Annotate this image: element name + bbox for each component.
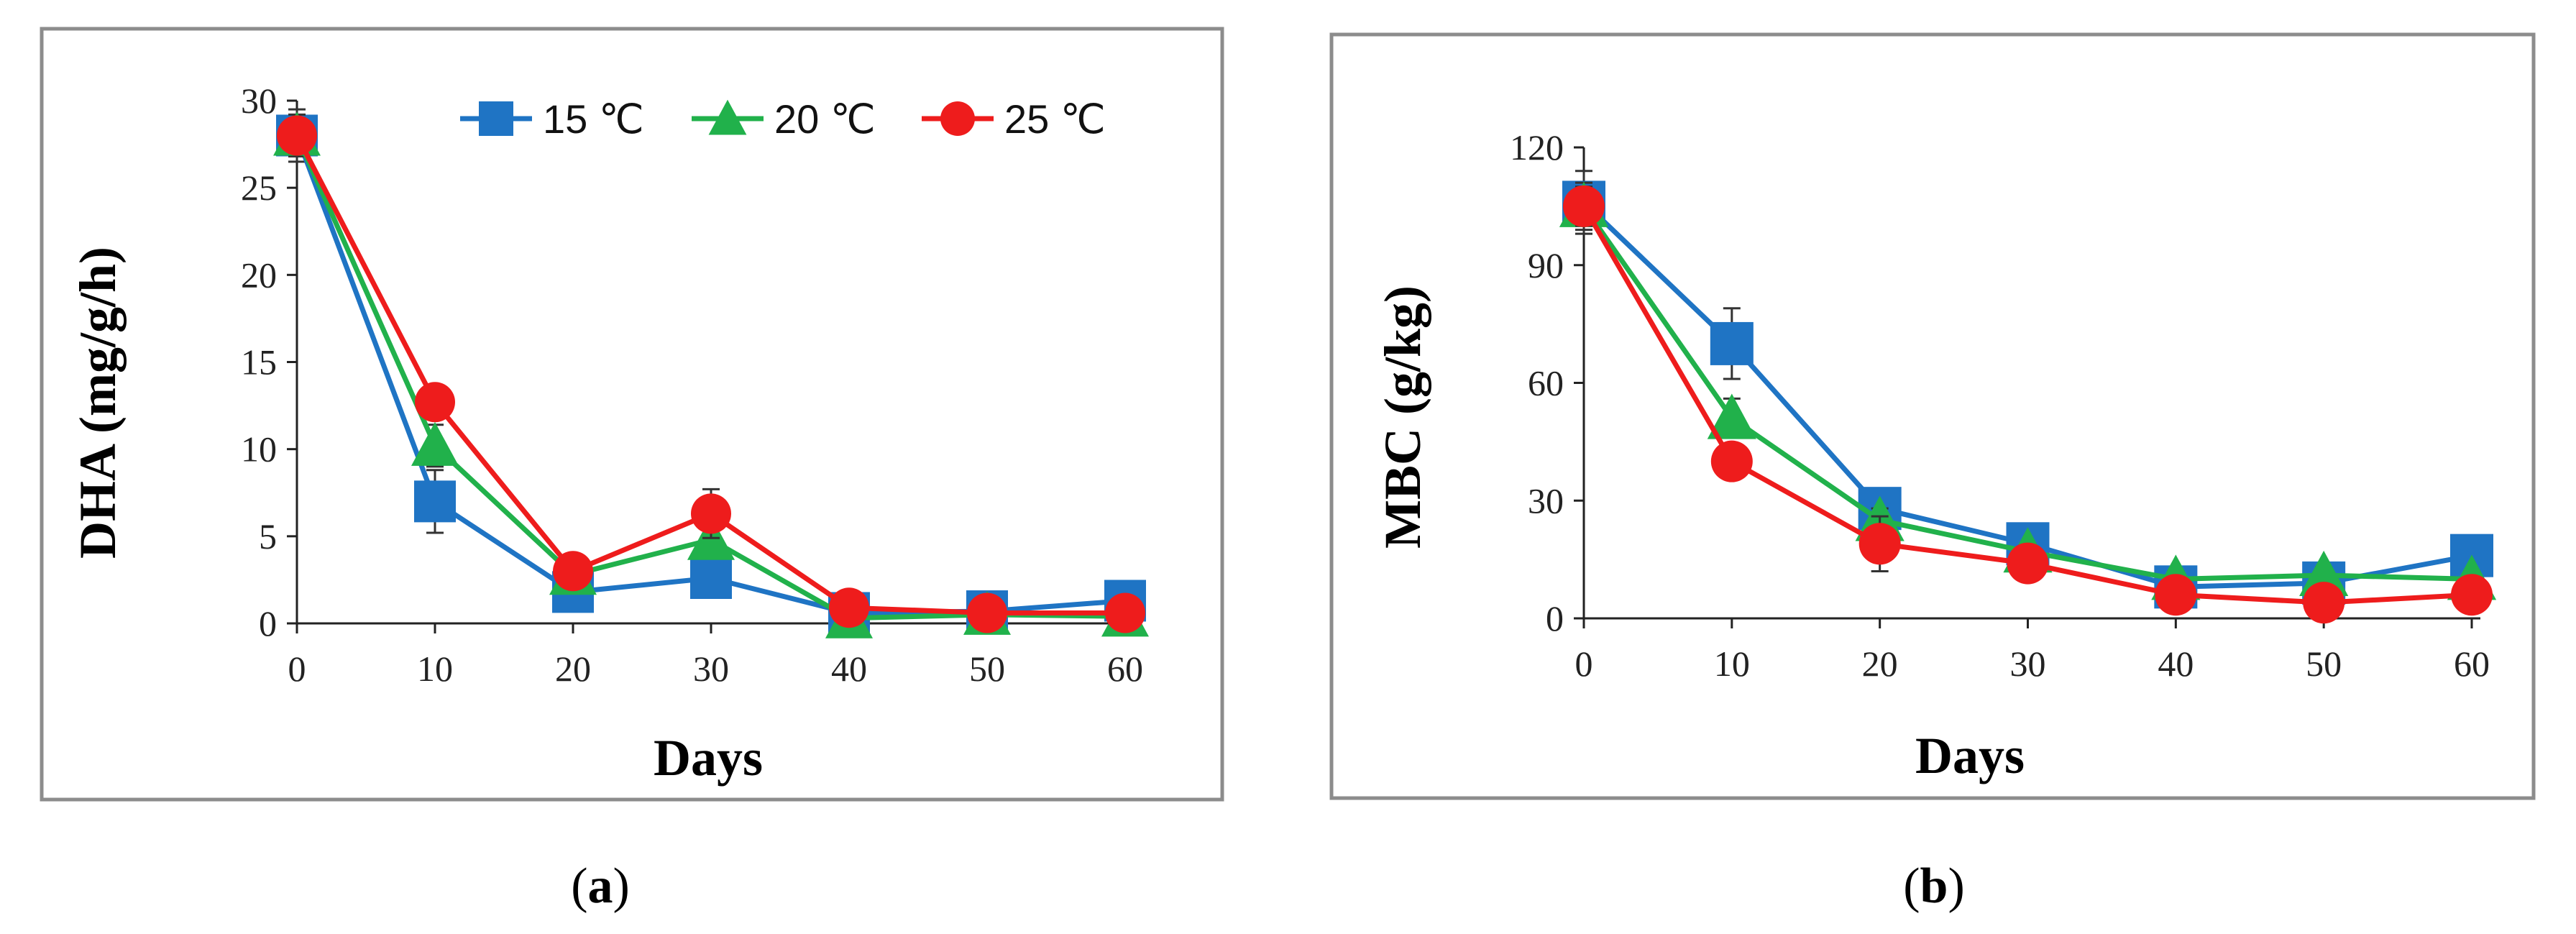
x-tick-label: 10 (417, 649, 453, 689)
x-tick-label: 50 (969, 649, 1005, 689)
x-tick-label: 50 (2306, 644, 2342, 684)
chart-dha: DHA (mg/g/h) Days 0 5 10 15 20 25 30 0 10 20 30 40 5… (69, 81, 1149, 787)
data-point (2451, 574, 2493, 616)
y-tick-label: 60 (1528, 363, 1564, 403)
y-tick-label: 90 (1528, 245, 1564, 285)
y-tick-label: 20 (241, 255, 277, 295)
x-tick-label: 40 (831, 649, 867, 689)
data-point (2303, 582, 2345, 624)
x-axis-label: Days (654, 729, 763, 787)
data-point (414, 480, 456, 523)
y-tick-label: 10 (241, 429, 277, 470)
x-tick-label: 10 (1714, 644, 1750, 684)
series-circle (1563, 185, 2493, 624)
series-circle (277, 115, 1145, 633)
x-tick-label: 0 (1575, 644, 1593, 684)
x-tick-label: 60 (1107, 649, 1143, 689)
legend-item: 25 ℃ (922, 96, 1106, 142)
y-axis-label: DHA (mg/g/h) (69, 247, 127, 559)
data-point (277, 115, 317, 156)
legend-label: 20 ℃ (774, 96, 876, 142)
data-point (1105, 592, 1145, 633)
data-point (411, 421, 459, 466)
legend-label: 15 ℃ (543, 96, 644, 142)
data-point (967, 592, 1007, 633)
legend-marker-triangle (708, 99, 747, 135)
x-tick-label: 30 (2010, 644, 2046, 684)
data-point (1707, 393, 1756, 439)
caption-a: (a) (571, 859, 630, 914)
data-point (691, 493, 731, 534)
data-point (1858, 523, 1901, 565)
x-axis-label: Days (1915, 727, 2025, 784)
x-tick-label: 40 (2158, 644, 2194, 684)
legend: 15 ℃ 20 ℃ 25 ℃ (460, 96, 1106, 142)
y-tick-label: 0 (259, 603, 277, 644)
data-point (690, 557, 732, 599)
legend-item: 15 ℃ (460, 96, 644, 142)
data-point (2299, 550, 2349, 596)
panel-b-frame (1329, 32, 2536, 800)
panel-a-frame (40, 27, 1224, 802)
y-tick-label: 15 (241, 342, 277, 383)
x-tick-label: 0 (288, 649, 306, 689)
data-point (1710, 321, 1754, 365)
legend-marker-square (479, 101, 513, 136)
data-point (2155, 574, 2197, 616)
caption-b: (b) (1903, 859, 1965, 914)
data-point (1563, 185, 1605, 227)
y-tick-label: 30 (241, 81, 277, 121)
y-tick-label: 120 (1510, 127, 1564, 168)
data-point (415, 382, 455, 423)
data-point (553, 551, 593, 592)
chart-mbc: MBC (g/kg) Days 0 30 60 90 120 0 10 20 30 40 50 60 (1374, 127, 2497, 784)
legend-label: 25 ℃ (1004, 96, 1106, 142)
y-tick-label: 0 (1546, 598, 1564, 638)
x-tick-label: 20 (1862, 644, 1898, 684)
x-tick-label: 30 (693, 649, 729, 689)
x-tick-label: 60 (2454, 644, 2490, 684)
data-point (1710, 440, 1753, 482)
y-tick-label: 30 (1528, 480, 1564, 521)
legend-item: 20 ℃ (692, 96, 876, 142)
y-tick-label: 25 (241, 168, 277, 208)
data-point (829, 587, 869, 628)
y-tick-label: 5 (259, 516, 277, 557)
legend-marker-circle (940, 101, 975, 136)
x-tick-label: 20 (555, 649, 591, 689)
y-axis-label: MBC (g/kg) (1374, 285, 1431, 549)
data-point (2007, 542, 2049, 585)
